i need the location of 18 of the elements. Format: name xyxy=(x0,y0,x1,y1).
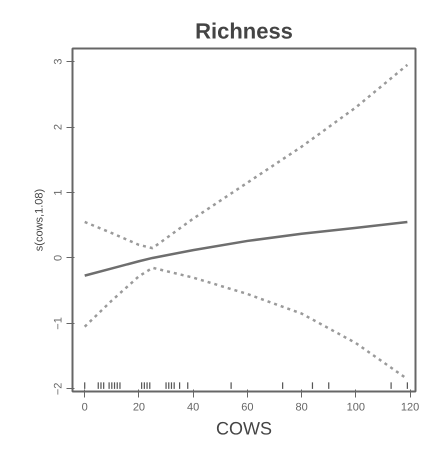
y-tick-label: 2 xyxy=(52,124,64,130)
x-tick-label: 120 xyxy=(400,402,420,414)
y-tick-label: 1 xyxy=(52,189,64,196)
y-tick-label: 0 xyxy=(52,254,64,262)
y-axis-title: s(cows,1.08) xyxy=(34,188,46,252)
line-series xyxy=(83,220,409,277)
x-tick-label: 80 xyxy=(296,402,308,414)
x-tick-label: 40 xyxy=(187,402,200,414)
x-tick-label: 0 xyxy=(82,402,88,414)
chart-title: Richness xyxy=(195,18,293,44)
y-tick-label: −1 xyxy=(52,317,64,330)
x-axis-title: COWS xyxy=(216,418,272,438)
y-tick-label: 3 xyxy=(52,58,64,65)
x-tick-label: 100 xyxy=(346,402,366,414)
x-tick-label: 20 xyxy=(132,402,146,414)
y-tick-label: −2 xyxy=(52,382,64,396)
x-tick-label: 60 xyxy=(241,402,254,414)
line-series xyxy=(83,64,409,250)
